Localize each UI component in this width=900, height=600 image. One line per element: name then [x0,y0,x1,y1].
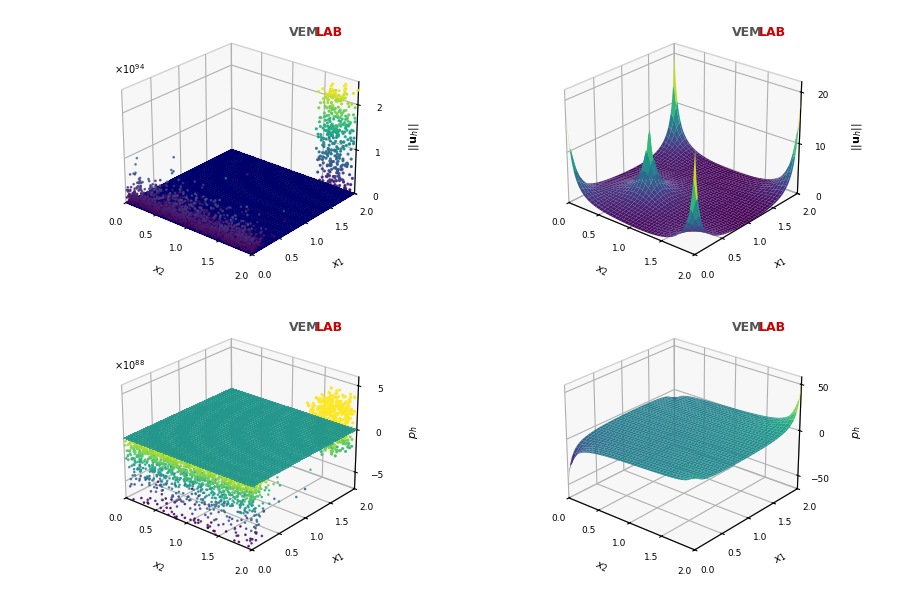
Text: LAB: LAB [316,321,343,334]
Y-axis label: $x_1$: $x_1$ [329,550,346,567]
X-axis label: $x_2$: $x_2$ [150,263,166,280]
Y-axis label: $x_1$: $x_1$ [772,550,789,567]
Text: LAB: LAB [759,321,786,334]
Text: VEM: VEM [732,26,762,39]
Text: $\times10^{94}$: $\times10^{94}$ [114,62,145,76]
Y-axis label: $x_1$: $x_1$ [772,255,789,272]
Text: VEM: VEM [732,321,762,334]
X-axis label: $x_2$: $x_2$ [593,559,610,575]
Text: VEM: VEM [289,321,320,334]
Text: VEM: VEM [289,26,320,39]
Text: LAB: LAB [759,26,786,39]
Text: LAB: LAB [316,26,343,39]
Text: $\times10^{88}$: $\times10^{88}$ [114,358,145,372]
X-axis label: $x_2$: $x_2$ [150,559,166,575]
X-axis label: $x_2$: $x_2$ [593,263,610,280]
Y-axis label: $x_1$: $x_1$ [329,255,346,272]
